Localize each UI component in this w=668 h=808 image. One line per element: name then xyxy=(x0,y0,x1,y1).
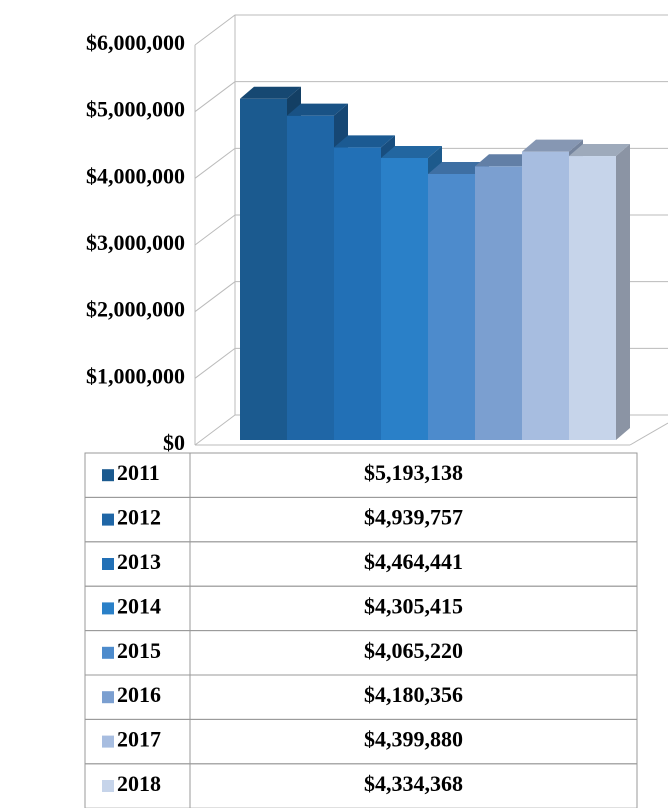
bar xyxy=(569,156,616,441)
y-tick-label: $3,000,000 xyxy=(86,230,185,255)
value-label: $4,180,356 xyxy=(364,682,463,707)
bar xyxy=(381,157,428,440)
bar-top xyxy=(428,161,489,174)
y-tick-label: $4,000,000 xyxy=(86,163,185,188)
bar-top xyxy=(475,154,536,167)
legend-swatch xyxy=(102,602,114,615)
value-label: $4,305,415 xyxy=(364,593,463,618)
legend-swatch xyxy=(102,513,114,526)
value-label: $4,065,220 xyxy=(364,638,463,663)
bar xyxy=(287,115,334,441)
y-tick-label: $5,000,000 xyxy=(86,97,185,122)
bar-top xyxy=(240,86,301,99)
bar-top xyxy=(381,145,442,158)
legend-label: 2016 xyxy=(117,682,161,707)
bar-top xyxy=(334,135,395,148)
grid-line xyxy=(194,14,668,46)
value-label: $4,464,441 xyxy=(364,549,463,574)
y-tick-label: $2,000,000 xyxy=(86,297,185,322)
legend-swatch xyxy=(102,558,114,570)
legend-swatch xyxy=(102,469,114,482)
bar-side xyxy=(616,144,630,441)
legend-label: 2014 xyxy=(117,593,161,618)
legend-label: 2011 xyxy=(117,460,160,485)
value-label: $5,193,138 xyxy=(364,460,463,485)
grid-line xyxy=(194,147,668,179)
legend-label: 2015 xyxy=(117,638,161,663)
bar-top xyxy=(569,144,630,157)
table-cell xyxy=(189,763,638,808)
value-label: $4,399,880 xyxy=(364,727,463,752)
value-label: $4,939,757 xyxy=(364,505,463,530)
legend-label: 2017 xyxy=(117,727,161,752)
bar xyxy=(522,151,569,440)
floor-line xyxy=(629,422,668,446)
legend-swatch xyxy=(102,780,114,792)
bar xyxy=(334,147,381,440)
legend-label: 2012 xyxy=(117,505,161,530)
legend-swatch xyxy=(102,735,114,748)
value-label: $4,334,368 xyxy=(364,771,463,796)
bar xyxy=(475,166,522,440)
bar xyxy=(428,173,475,440)
y-tick-label: $1,000,000 xyxy=(86,363,185,388)
y-tick-label: $6,000,000 xyxy=(86,30,185,55)
legend-label: 2013 xyxy=(117,549,161,574)
legend-swatch xyxy=(102,691,114,704)
legend-label: 2018 xyxy=(117,771,161,796)
y-tick-label: $0 xyxy=(163,430,185,455)
bar-top xyxy=(522,139,583,152)
legend-swatch xyxy=(102,646,114,659)
grid-line xyxy=(194,81,668,113)
bar-top xyxy=(287,103,348,116)
bar xyxy=(240,98,287,440)
